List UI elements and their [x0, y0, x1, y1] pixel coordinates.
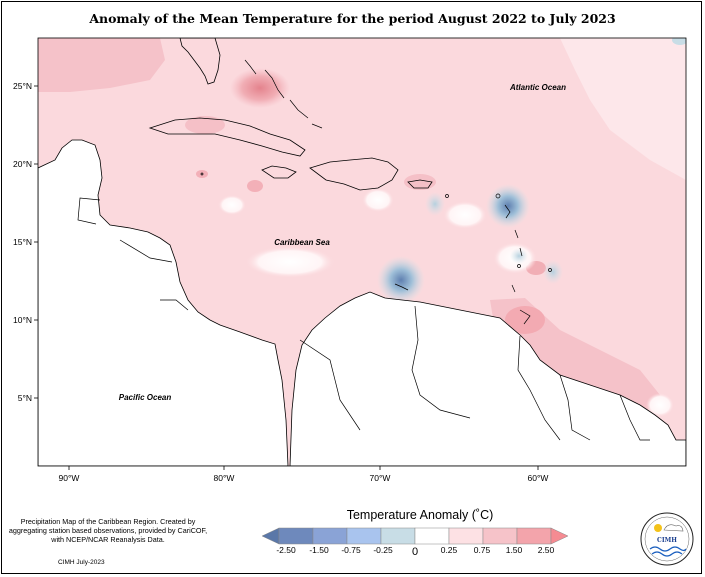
island-guadeloupe: [504, 204, 511, 219]
lat-tick-label: 10°N: [13, 315, 32, 325]
border-honduras: [119, 239, 173, 263]
legend-tick-label: -0.25: [373, 545, 393, 555]
land-hispaniola: [309, 157, 399, 191]
sun-icon: [654, 524, 662, 532]
cloud-icon: [663, 524, 684, 532]
land-layer: [38, 38, 686, 466]
border-guyana: [517, 335, 561, 441]
island-turks: [311, 123, 323, 129]
lat-tick-label: 25°N: [13, 81, 32, 91]
legend-tick-label: 0: [412, 546, 418, 558]
legend-tick-label: -1.50: [309, 545, 329, 555]
land-south-america: [289, 291, 686, 466]
warm-patch-cuba: [185, 116, 225, 134]
island-bahamas-1: [244, 59, 257, 75]
island-abc: [394, 283, 409, 291]
legend-swatch-min: [261, 527, 280, 545]
legend-swatch: [380, 527, 416, 545]
border-colombia: [299, 339, 361, 431]
lat-axis: 25°N 20°N 15°N 10°N 5°N: [13, 81, 38, 403]
warm-patch-gulf: [38, 38, 165, 92]
legend-tick-label: 1.50: [506, 545, 523, 555]
cool-patch-stvincent: [510, 248, 528, 264]
cool-patch-curacao: [377, 256, 425, 304]
lon-tick-label: 80°W: [214, 473, 235, 483]
small-islands: [200, 59, 552, 325]
cimh-logo: [640, 512, 694, 566]
land-puerto-rico: [407, 179, 433, 189]
border-nicaragua: [160, 299, 189, 311]
land-jamaica: [261, 165, 297, 179]
legend-swatch: [278, 527, 314, 545]
island-dominica: [514, 229, 519, 239]
label-atlantic-ocean: Atlantic Ocean: [509, 83, 566, 92]
island-trinidad: [519, 309, 531, 325]
island-martinique: [519, 247, 523, 257]
legend-tick-label: -0.75: [341, 545, 361, 555]
lat-tick-label: 15°N: [13, 237, 32, 247]
legend-colorbar: -2.50 -1.50 -0.75 -0.25 0 0.25 0.75 1.50…: [261, 527, 569, 558]
legend-swatch-max: [550, 527, 569, 545]
label-caribbean-sea: Caribbean Sea: [274, 238, 330, 247]
neutral-patch-amapa: [646, 393, 674, 417]
plot-border: [37, 37, 687, 467]
wave-icon: [649, 546, 687, 552]
legend-swatch: [482, 527, 518, 545]
legend-swatch: [346, 527, 382, 545]
legend-swatch: [312, 527, 348, 545]
land-florida: [179, 38, 221, 85]
map-title: Anomaly of the Mean Temperature for the …: [89, 11, 616, 26]
footnote: Precipitation Map of the Caribbean Regio…: [8, 517, 208, 544]
land-cuba: [148, 117, 306, 157]
legend-swatch: [448, 527, 484, 545]
border-suriname: [559, 374, 591, 441]
island-bahamas-3: [289, 99, 309, 119]
island-anguilla: [445, 194, 449, 198]
border-venezuela: [411, 305, 471, 419]
warm-patch-bahamas: [230, 68, 290, 108]
legend-title: Temperature Anomaly (˚C): [346, 508, 494, 522]
cool-patch-guadeloupe: [486, 184, 530, 228]
warm-patch-swan: [196, 170, 208, 178]
legend-tick-label: 0.75: [474, 545, 491, 555]
land-central-america: [38, 139, 289, 466]
neutral-patch-hispaniola: [362, 188, 394, 212]
lon-axis: 90°W 80°W 70°W 60°W: [59, 466, 549, 483]
warm-patch-trinidad: [505, 306, 545, 334]
neutral-patch-central: [245, 246, 335, 278]
island-stvincent: [517, 264, 521, 268]
cool-patch-virgin-islands: [425, 192, 445, 216]
border-lines: [77, 197, 650, 441]
island-antigua: [495, 193, 501, 199]
lon-tick-label: 60°W: [528, 473, 549, 483]
island-swan: [200, 172, 204, 176]
logo-text: CIMH: [657, 537, 677, 544]
legend-swatch: [414, 527, 450, 545]
island-barbados: [548, 268, 552, 272]
light-patch-atlantic: [560, 38, 686, 180]
anomaly-field: [38, 38, 686, 466]
border-french-guiana: [619, 394, 650, 441]
credit-line: CIMH July-2023: [58, 559, 105, 566]
lat-tick-label: 20°N: [13, 159, 32, 169]
border-belize: [77, 197, 101, 225]
lat-tick-label: 5°N: [18, 393, 32, 403]
lon-tick-label: 70°W: [370, 473, 391, 483]
cool-patch-west: [218, 195, 246, 215]
cool-patch-corner: [672, 38, 686, 45]
warm-patch-cayman: [247, 180, 263, 192]
label-pacific-ocean: Pacific Ocean: [119, 393, 172, 402]
legend-swatch: [516, 527, 552, 545]
legend-tick-label: 0.25: [441, 545, 458, 555]
legend-tick-label: -2.50: [276, 545, 296, 555]
neutral-patch-east: [443, 201, 487, 229]
lon-tick-label: 90°W: [59, 473, 80, 483]
island-bahamas-2: [264, 69, 285, 99]
island-grenada: [511, 284, 516, 293]
cool-patch-tobago: [543, 260, 563, 284]
legend-tick-label: 2.50: [538, 545, 555, 555]
